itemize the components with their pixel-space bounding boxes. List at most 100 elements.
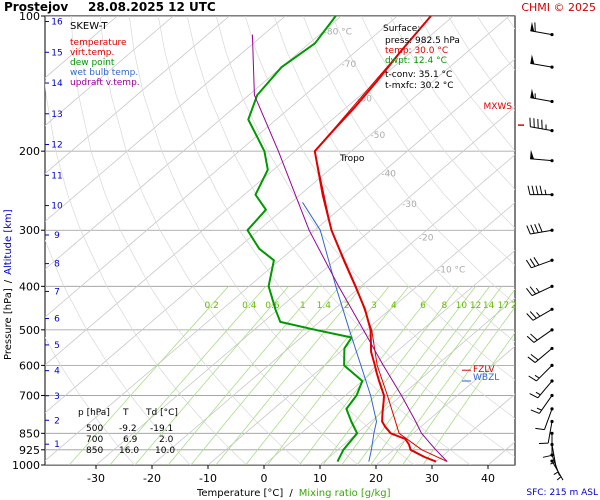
isotherm-line (375, 345, 515, 465)
barb-full-feather (533, 257, 540, 266)
pressure-tick-label: 400 (19, 280, 40, 293)
barb-half-feather (535, 287, 540, 293)
barb-half-feather (536, 312, 541, 317)
barb-staff (538, 395, 553, 414)
mixing-ratio-line (370, 286, 503, 465)
table-cell: 10.0 (155, 446, 175, 456)
wind-barb (550, 459, 564, 481)
legend-title: SKEW-T (70, 21, 108, 32)
dry-adiabat (186, 16, 515, 458)
mixing-ratio-line (267, 286, 410, 465)
mixing-ratio-label: 12 (470, 301, 481, 311)
barb-full-feather (529, 393, 539, 399)
pressure-tick-label: 600 (19, 359, 40, 372)
table-cell: 700 (86, 435, 103, 445)
dry-adiabat (157, 16, 471, 465)
barb-full-feather (527, 185, 531, 195)
series-line-updraft-v-temp (251, 34, 448, 462)
dry-adiabat (99, 16, 359, 465)
wind-barb (526, 328, 554, 343)
barb-staff (537, 380, 553, 399)
wind-barb (528, 363, 554, 382)
series-line-dew-point (246, 16, 364, 463)
mixing-ratio-label: 10 (456, 301, 468, 311)
x-axis-title: Temperature [°C] / Mixing ratio [g/kg] (196, 488, 391, 499)
table-header-td: Td [°C] (145, 408, 178, 418)
altitude-tick-label: 15 (51, 48, 62, 58)
isotherm-line (45, 16, 174, 127)
dry-adiabat (360, 16, 515, 229)
barb-station-dot (550, 65, 554, 69)
table-header-t: T (122, 408, 129, 418)
barb-pennant (530, 54, 535, 65)
y-axis-title-pressure: Pressure [hPa] (3, 288, 14, 360)
isotherm-label: -50 (371, 131, 386, 141)
barb-staff (544, 408, 553, 430)
barb-half-feather (535, 391, 541, 396)
dry-adiabat (505, 16, 515, 30)
altitude-tick-label: 10 (51, 202, 63, 212)
barb-station-dot (550, 379, 554, 383)
barb-half-feather (534, 374, 540, 379)
barb-full-feather (529, 311, 537, 319)
temperature-tick-label: -20 (143, 472, 161, 485)
series-line-wet-bulb-temp (302, 202, 377, 462)
barb-full-feather (534, 223, 539, 233)
mixing-ratio-line (68, 286, 229, 465)
mixing-ratio-line (190, 286, 340, 465)
barb-staff (551, 460, 564, 481)
surface-dewpoint: dwpt: 12.4 °C (385, 56, 447, 66)
mixing-ratio-label: 3 (371, 301, 377, 311)
mixing-ratio-label: 8 (442, 301, 448, 311)
mixing-ratio-line (402, 306, 515, 465)
temperature-tick-label: 20 (369, 472, 383, 485)
barb-station-dot (550, 99, 554, 104)
isotherm-line (151, 154, 515, 465)
barb-full-feather (539, 185, 543, 195)
plot-area (44, 15, 516, 466)
table-cell: -19.1 (150, 424, 173, 434)
mixing-ratio-label: 0.2 (205, 301, 219, 311)
barb-full-feather (525, 259, 532, 269)
barb-half-feather (553, 471, 559, 475)
wind-barb (538, 419, 554, 445)
mixing-ratio-line (167, 286, 320, 465)
barb-station-dot (550, 159, 554, 163)
table-cell: 500 (86, 424, 103, 434)
dry-adiabat (447, 16, 515, 111)
altitude-tick-label: 9 (54, 231, 60, 241)
legend-temperature: temperature (70, 38, 127, 48)
isotherm-line (45, 16, 454, 366)
isotherm-label: -30 (402, 200, 417, 210)
mixing-ratio-label: 25 (529, 301, 540, 311)
barb-half-feather (544, 189, 547, 195)
pressure-tick-label: 925 (19, 444, 40, 457)
pressure-tick-label: 100 (19, 10, 40, 23)
isotherm-line (45, 16, 230, 175)
legend-wet-bulb: wet bulb temp. (70, 68, 138, 78)
dry-adiabat (535, 16, 600, 465)
isotherm-line (45, 16, 398, 318)
x-axis-title-separator: / (289, 488, 293, 499)
altitude-tick-label: 7 (54, 287, 60, 297)
wind-barb (526, 223, 554, 235)
temperature-tick-label: -10 (199, 472, 217, 485)
mixing-ratio-line (245, 286, 390, 465)
mixing-ratio-label: 4 (391, 301, 397, 311)
wind-barb (526, 284, 554, 297)
dry-adiabat (564, 16, 600, 465)
barb-full-feather (529, 258, 536, 267)
wind-barb (526, 307, 554, 321)
pressure-tick-label: 1000 (12, 459, 40, 472)
mxws-label: MXWS (483, 102, 512, 112)
mixing-ratio-line (422, 332, 515, 465)
wind-barb (527, 346, 554, 363)
barb-full-feather (526, 225, 531, 235)
mixing-ratio-label: 20 (511, 301, 523, 311)
isotherm-line (95, 106, 515, 465)
barb-station-dot (550, 431, 554, 435)
barb-half-feather (556, 476, 562, 481)
table-cell: 850 (86, 446, 103, 456)
pressure-tick-label: 500 (19, 324, 40, 337)
barb-station-dot (550, 442, 554, 447)
